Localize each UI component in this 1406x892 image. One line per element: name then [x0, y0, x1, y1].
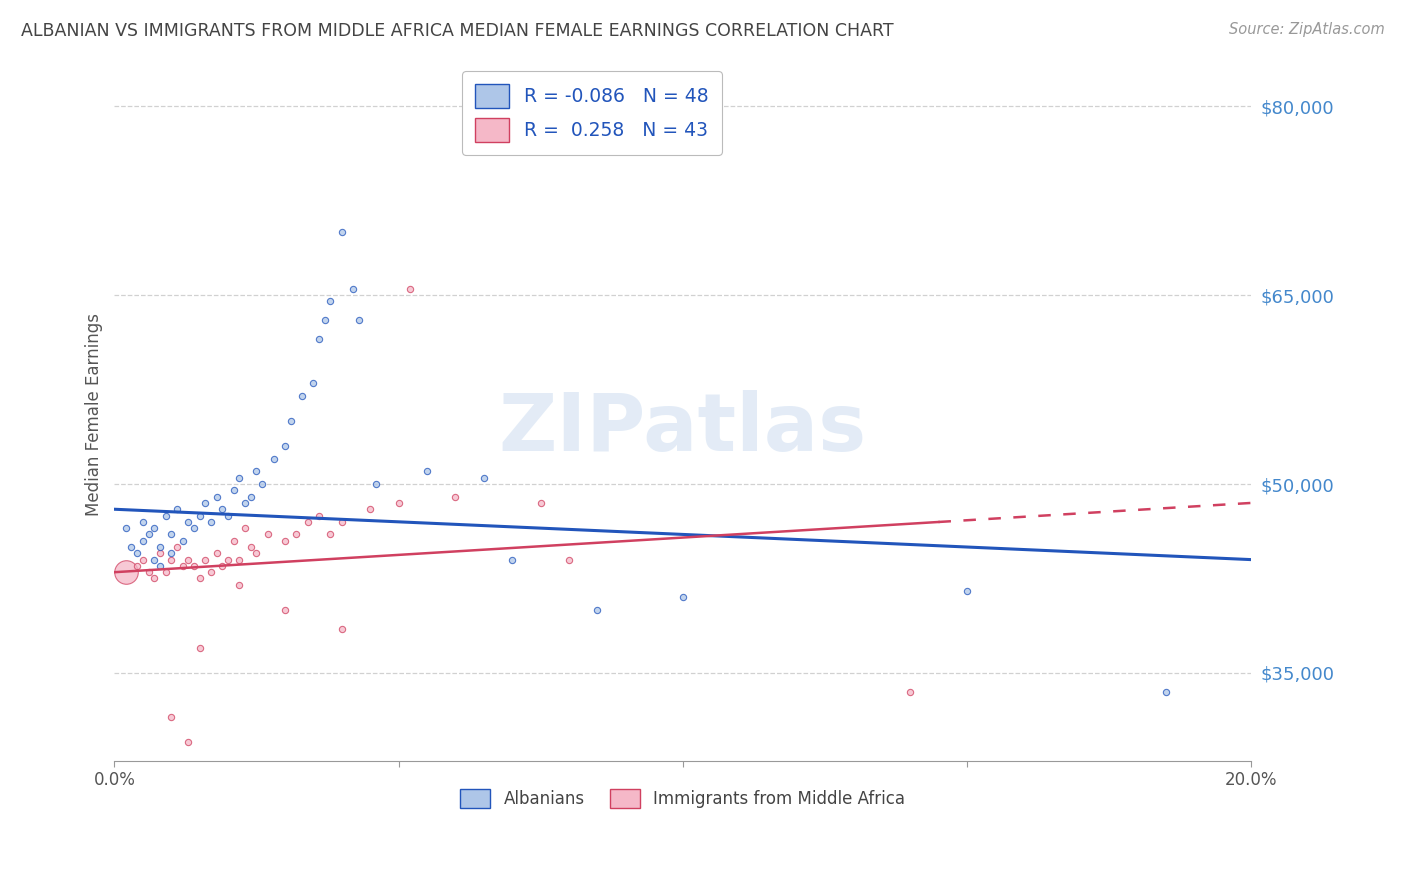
Point	[160, 527, 183, 541]
Point	[143, 572, 166, 586]
Point	[188, 572, 211, 586]
Point	[250, 477, 273, 491]
Point	[194, 496, 217, 510]
Point	[330, 515, 353, 529]
Point	[233, 521, 256, 535]
Point	[302, 376, 325, 391]
Point	[155, 508, 177, 523]
Point	[188, 508, 211, 523]
Point	[274, 439, 297, 453]
Point	[177, 515, 200, 529]
Point	[132, 515, 155, 529]
Point	[143, 521, 166, 535]
Text: ALBANIAN VS IMMIGRANTS FROM MIDDLE AFRICA MEDIAN FEMALE EARNINGS CORRELATION CHA: ALBANIAN VS IMMIGRANTS FROM MIDDLE AFRIC…	[21, 22, 894, 40]
Point	[166, 540, 188, 554]
Point	[501, 552, 523, 566]
Point	[183, 558, 205, 573]
Point	[188, 640, 211, 655]
Point	[274, 603, 297, 617]
Text: Source: ZipAtlas.com: Source: ZipAtlas.com	[1229, 22, 1385, 37]
Point	[228, 471, 250, 485]
Point	[530, 496, 553, 510]
Point	[138, 527, 160, 541]
Point	[228, 552, 250, 566]
Point	[160, 552, 183, 566]
Point	[308, 332, 330, 346]
Point	[200, 515, 222, 529]
Point	[319, 527, 342, 541]
Point	[359, 502, 381, 516]
Point	[211, 502, 233, 516]
Point	[387, 496, 409, 510]
Point	[297, 515, 319, 529]
Point	[194, 552, 217, 566]
Point	[200, 565, 222, 579]
Point	[222, 533, 245, 548]
Text: ZIPatlas: ZIPatlas	[499, 390, 868, 467]
Point	[898, 685, 921, 699]
Point	[586, 603, 609, 617]
Point	[245, 546, 267, 560]
Y-axis label: Median Female Earnings: Median Female Earnings	[86, 313, 103, 516]
Point	[217, 508, 239, 523]
Point	[138, 565, 160, 579]
Point	[149, 546, 172, 560]
Point	[558, 552, 581, 566]
Point	[274, 533, 297, 548]
Point	[263, 451, 285, 466]
Point	[114, 565, 136, 579]
Point	[177, 735, 200, 749]
Point	[257, 527, 280, 541]
Point	[172, 533, 194, 548]
Point	[132, 533, 155, 548]
Point	[149, 540, 172, 554]
Point	[280, 414, 302, 428]
Point	[120, 540, 142, 554]
Point	[205, 490, 228, 504]
Point	[330, 622, 353, 636]
Point	[155, 565, 177, 579]
Point	[222, 483, 245, 498]
Point	[239, 490, 262, 504]
Point	[114, 521, 136, 535]
Point	[347, 313, 370, 327]
Point	[177, 552, 200, 566]
Point	[211, 558, 233, 573]
Point	[308, 508, 330, 523]
Point	[364, 477, 387, 491]
Point	[233, 496, 256, 510]
Point	[245, 465, 267, 479]
Point	[314, 313, 336, 327]
Legend: Albanians, Immigrants from Middle Africa: Albanians, Immigrants from Middle Africa	[454, 782, 911, 815]
Point	[444, 490, 467, 504]
Point	[183, 521, 205, 535]
Point	[127, 558, 149, 573]
Point	[205, 546, 228, 560]
Point	[672, 591, 695, 605]
Point	[1154, 685, 1177, 699]
Point	[132, 552, 155, 566]
Point	[143, 552, 166, 566]
Point	[239, 540, 262, 554]
Point	[956, 584, 979, 599]
Point	[228, 578, 250, 592]
Point	[330, 225, 353, 239]
Point	[166, 502, 188, 516]
Point	[472, 471, 495, 485]
Point	[285, 527, 308, 541]
Point	[399, 282, 422, 296]
Point	[342, 282, 364, 296]
Point	[416, 465, 439, 479]
Point	[127, 546, 149, 560]
Point	[149, 558, 172, 573]
Point	[319, 294, 342, 309]
Point	[217, 552, 239, 566]
Point	[160, 710, 183, 724]
Point	[172, 558, 194, 573]
Point	[291, 389, 314, 403]
Point	[160, 546, 183, 560]
